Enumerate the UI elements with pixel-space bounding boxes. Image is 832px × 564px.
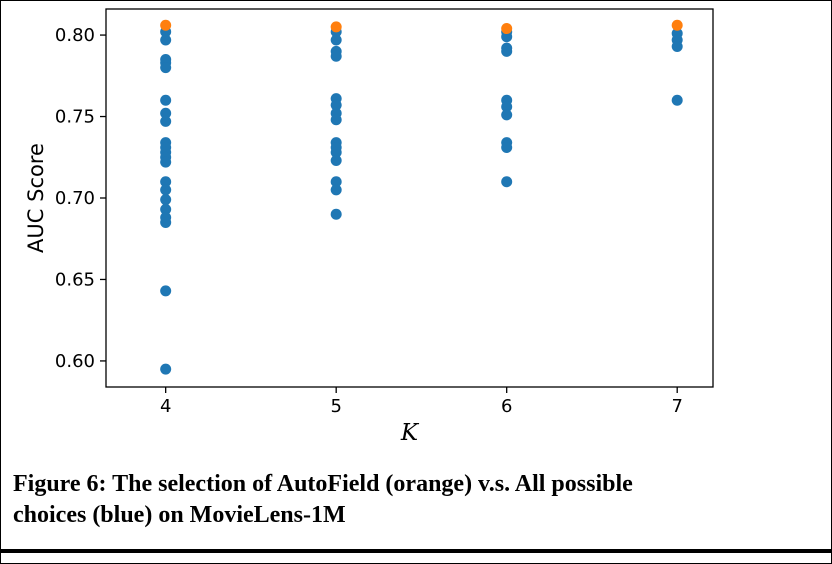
data-point-all-choices [330, 208, 342, 220]
plot-border [105, 8, 714, 388]
data-point-all-choices [501, 31, 513, 43]
figure-caption: Figure 6: The selection of AutoField (or… [13, 469, 819, 530]
caption-line-2: choices (blue) on MovieLens-1M [13, 501, 346, 528]
data-point-all-choices [160, 94, 172, 106]
data-point-all-choices [330, 114, 342, 126]
y-tick-label: 0.80 [55, 25, 95, 46]
x-tick-label: 4 [160, 396, 171, 417]
data-point-all-choices [160, 62, 172, 74]
data-point-all-choices [160, 216, 172, 228]
data-point-all-choices [501, 141, 513, 153]
data-point-all-choices [330, 99, 342, 111]
x-tick-label: 6 [501, 396, 512, 417]
y-tick-label: 0.70 [55, 188, 95, 209]
data-point-all-choices [160, 176, 172, 188]
data-point-all-choices [160, 115, 172, 127]
y-axis-label: AUC Score [24, 143, 48, 253]
data-point-all-choices [501, 101, 513, 113]
y-tick-label: 0.60 [55, 351, 95, 372]
data-point-all-choices [330, 184, 342, 196]
data-point-all-choices [160, 203, 172, 215]
x-tick-label: 5 [330, 396, 341, 417]
data-point-all-choices [160, 107, 172, 119]
data-point-all-choices [160, 194, 172, 206]
chart-canvas: 4 5 6 7 0.60 0.65 0.70 0.75 0.80 AUC Score K [24, 8, 714, 446]
data-point-all-choices [160, 285, 172, 297]
data-point-all-choices [160, 34, 172, 46]
data-point-all-choices [671, 40, 683, 52]
data-point-all-choices [330, 34, 342, 46]
data-point-all-choices [160, 363, 172, 375]
data-point-all-choices [330, 176, 342, 188]
data-point-all-choices [160, 156, 172, 168]
data-point-all-choices [330, 146, 342, 158]
data-point-all-choices [671, 94, 683, 106]
data-point-all-choices [501, 109, 513, 121]
y-tick-label: 0.65 [55, 269, 95, 290]
data-point-all-choices [501, 176, 513, 188]
data-point-autofield [671, 19, 683, 31]
data-point-all-choices [330, 50, 342, 62]
data-point-all-choices [501, 45, 513, 57]
data-point-autofield [160, 19, 172, 31]
caption-line-1: Figure 6: The selection of AutoField (or… [13, 471, 633, 497]
data-point-autofield [501, 23, 513, 35]
data-point-all-choices [330, 155, 342, 167]
y-tick-label: 0.75 [55, 107, 95, 128]
data-point-all-choices [160, 184, 172, 196]
bottom-rule [1, 549, 831, 553]
x-axis-label: K [400, 420, 420, 446]
scatter-plot: 4 5 6 7 0.60 0.65 0.70 0.75 0.80 AUC Score K [1, 1, 831, 449]
data-point-autofield [330, 21, 342, 33]
x-tick-label: 7 [671, 396, 682, 417]
